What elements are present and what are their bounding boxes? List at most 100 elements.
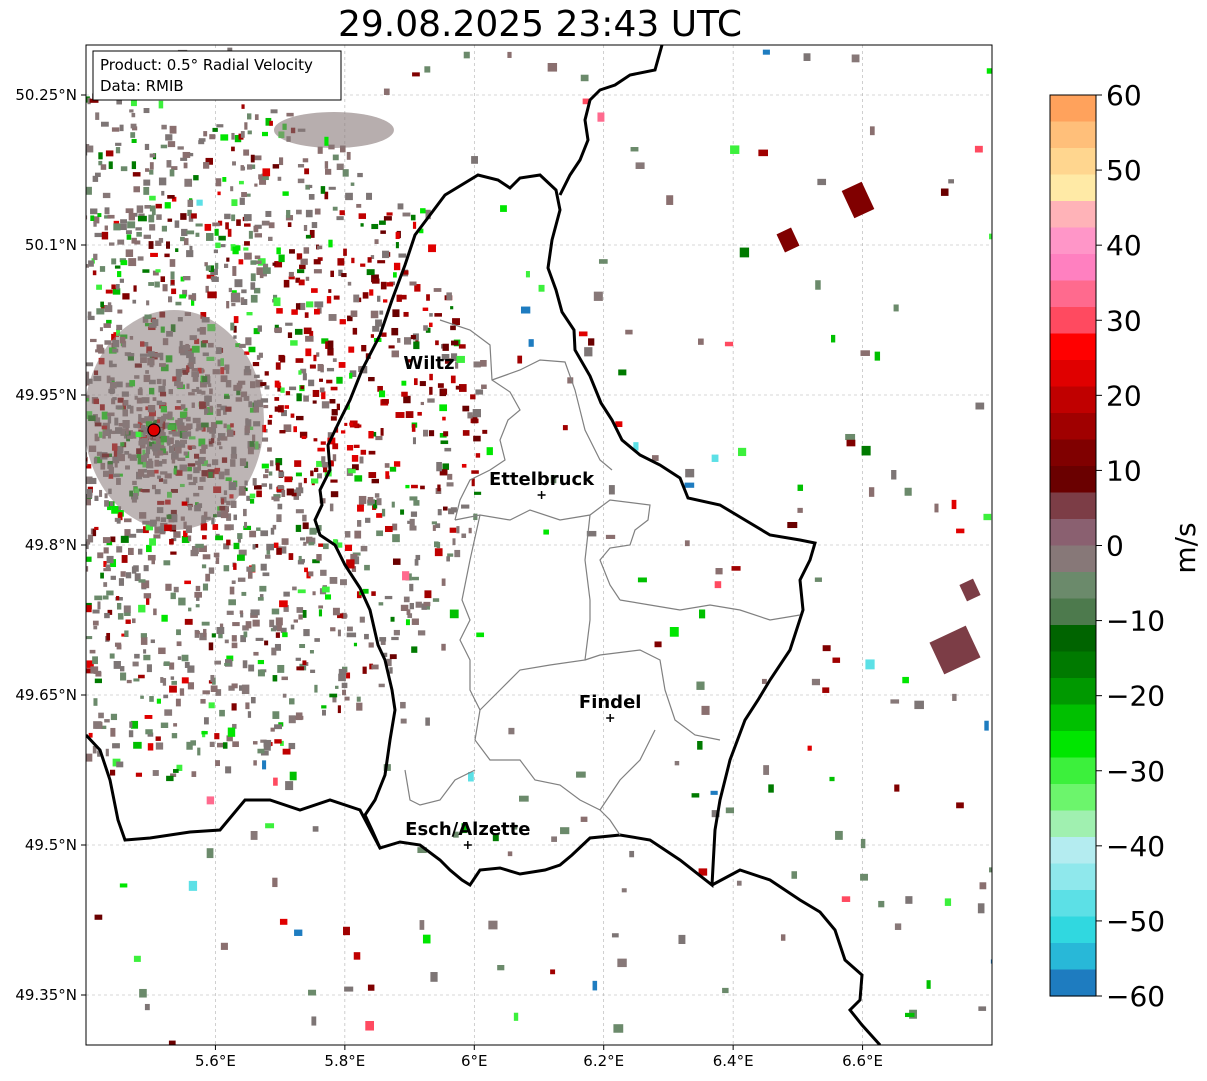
echo-pixel xyxy=(357,172,363,178)
echo-pixel xyxy=(237,533,243,539)
echo-pixel xyxy=(195,585,201,592)
echo-pixel xyxy=(300,368,307,374)
echo-pixel xyxy=(90,338,97,343)
echo-pixel xyxy=(64,569,68,577)
echo-pixel xyxy=(40,216,43,224)
echo-pixel xyxy=(173,531,181,538)
echo-pixel xyxy=(253,328,260,335)
echo-pixel xyxy=(227,228,232,237)
echo-pixel xyxy=(262,760,267,770)
echo-pixel xyxy=(403,395,411,404)
echo-pixel xyxy=(254,233,263,238)
echo-pixel xyxy=(215,242,221,249)
echo-pixel xyxy=(113,660,121,669)
echo-pixel xyxy=(272,524,277,530)
echo-pixel xyxy=(249,498,255,504)
colorbar-tick-label: 30 xyxy=(1106,304,1142,337)
echo-pixel xyxy=(167,141,176,148)
echo-pixel xyxy=(253,374,260,379)
echo-pixel xyxy=(288,553,294,560)
echo-pixel xyxy=(117,309,123,314)
echo-pixel xyxy=(241,684,250,695)
echo-pixel xyxy=(38,641,45,644)
echo-pixel xyxy=(261,131,269,137)
echo-pixel xyxy=(86,149,88,156)
echo-pixel xyxy=(233,514,238,521)
echo-pixel xyxy=(143,593,152,599)
echo-pixel xyxy=(710,790,718,795)
echo-pixel xyxy=(128,730,134,738)
echo-pixel xyxy=(0,242,5,246)
echo-pixel xyxy=(2,627,8,632)
echo-pixel xyxy=(203,131,208,137)
echo-pixel xyxy=(303,541,307,546)
echo-pixel xyxy=(305,209,313,218)
echo-pixel xyxy=(270,727,275,732)
echo-pixel xyxy=(439,404,448,412)
echo-pixel xyxy=(143,186,150,195)
echo-pixel xyxy=(32,300,37,303)
echo-pixel xyxy=(508,727,515,735)
echo-pixel xyxy=(123,518,132,523)
echo-pixel xyxy=(314,308,320,315)
echo-pixel xyxy=(362,292,369,299)
echo-pixel xyxy=(246,495,251,501)
echo-pixel xyxy=(287,332,293,339)
echo-pixel xyxy=(332,206,338,211)
echo-pixel xyxy=(226,513,232,521)
echo-pixel xyxy=(346,559,355,569)
echo-pixel xyxy=(725,807,735,814)
echo-pixel xyxy=(401,270,409,275)
echo-pixel xyxy=(344,531,351,538)
echo-pixel xyxy=(107,302,112,310)
echo-pixel xyxy=(17,538,22,543)
echo-pixel xyxy=(231,146,235,152)
echo-pixel xyxy=(475,453,481,458)
echo-pixel xyxy=(314,638,320,642)
echo-pixel xyxy=(410,214,416,221)
echo-pixel xyxy=(179,294,187,299)
echo-pixel xyxy=(149,224,156,231)
echo-pixel xyxy=(94,495,99,501)
echo-pixel xyxy=(8,585,15,592)
echo-pixel xyxy=(29,662,34,667)
echo-pixel xyxy=(869,126,875,136)
echo-pixel xyxy=(353,642,358,647)
echo-pixel xyxy=(411,646,418,653)
echo-pixel xyxy=(65,406,71,411)
echo-pixel xyxy=(321,461,329,468)
y-tick-label: 49.65°N xyxy=(15,686,77,704)
echo-pixel xyxy=(64,130,70,134)
echo-pixel xyxy=(217,191,221,196)
echo-pixel xyxy=(69,502,74,509)
echo-pixel xyxy=(110,536,116,543)
colorbar-tick-label: −50 xyxy=(1106,905,1165,938)
echo-pixel xyxy=(593,291,603,301)
echo-pixel xyxy=(18,550,24,553)
echo-pixel xyxy=(212,524,219,530)
echo-pixel xyxy=(214,228,219,236)
echo-pixel xyxy=(497,964,505,971)
echo-pixel xyxy=(220,244,226,248)
echo-pixel xyxy=(143,108,150,114)
echo-pixel xyxy=(360,449,367,455)
echo-pixel xyxy=(500,205,507,212)
echo-pixel xyxy=(216,627,225,635)
echo-pixel xyxy=(184,618,193,625)
echo-pixel xyxy=(308,541,315,546)
echo-pixel xyxy=(206,233,214,241)
echo-pixel xyxy=(250,294,258,303)
echo-pixel xyxy=(349,370,357,378)
echo-pixel xyxy=(97,552,104,559)
echo-pixel xyxy=(424,590,432,599)
echo-pixel xyxy=(104,340,112,345)
echo-pixel xyxy=(185,525,193,533)
echo-pixel xyxy=(413,378,418,386)
echo-pixel xyxy=(146,664,152,673)
colorbar-segment xyxy=(1050,519,1096,547)
colorbar-segment xyxy=(1050,651,1096,679)
echo-pixel xyxy=(364,564,370,571)
echo-pixel xyxy=(722,987,729,994)
echo-pixel xyxy=(365,517,371,523)
echo-pixel xyxy=(384,525,393,533)
